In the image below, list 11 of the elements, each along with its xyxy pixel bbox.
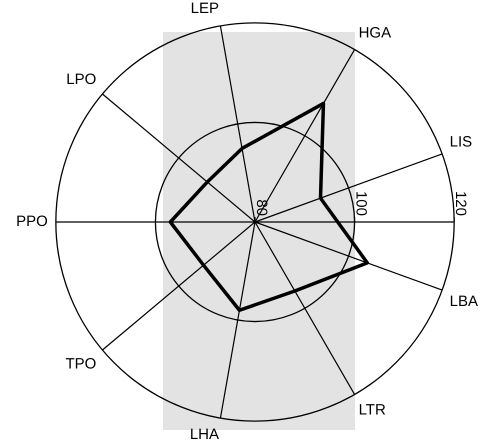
spoke-label: LPO	[66, 70, 96, 88]
spoke-label: LTR	[358, 402, 386, 419]
spoke-label: LHA	[190, 426, 220, 444]
spoke-label: LIS	[450, 133, 472, 150]
spoke-label: TPO	[65, 355, 96, 372]
y-tick-label: 100	[352, 190, 370, 216]
spoke-label: PPO	[16, 213, 48, 230]
spoke-label: LBA	[450, 292, 478, 310]
y-tick-label: 120	[452, 190, 470, 216]
spoke-label: HGA	[358, 24, 392, 42]
spoke-label: LEP	[190, 0, 220, 18]
